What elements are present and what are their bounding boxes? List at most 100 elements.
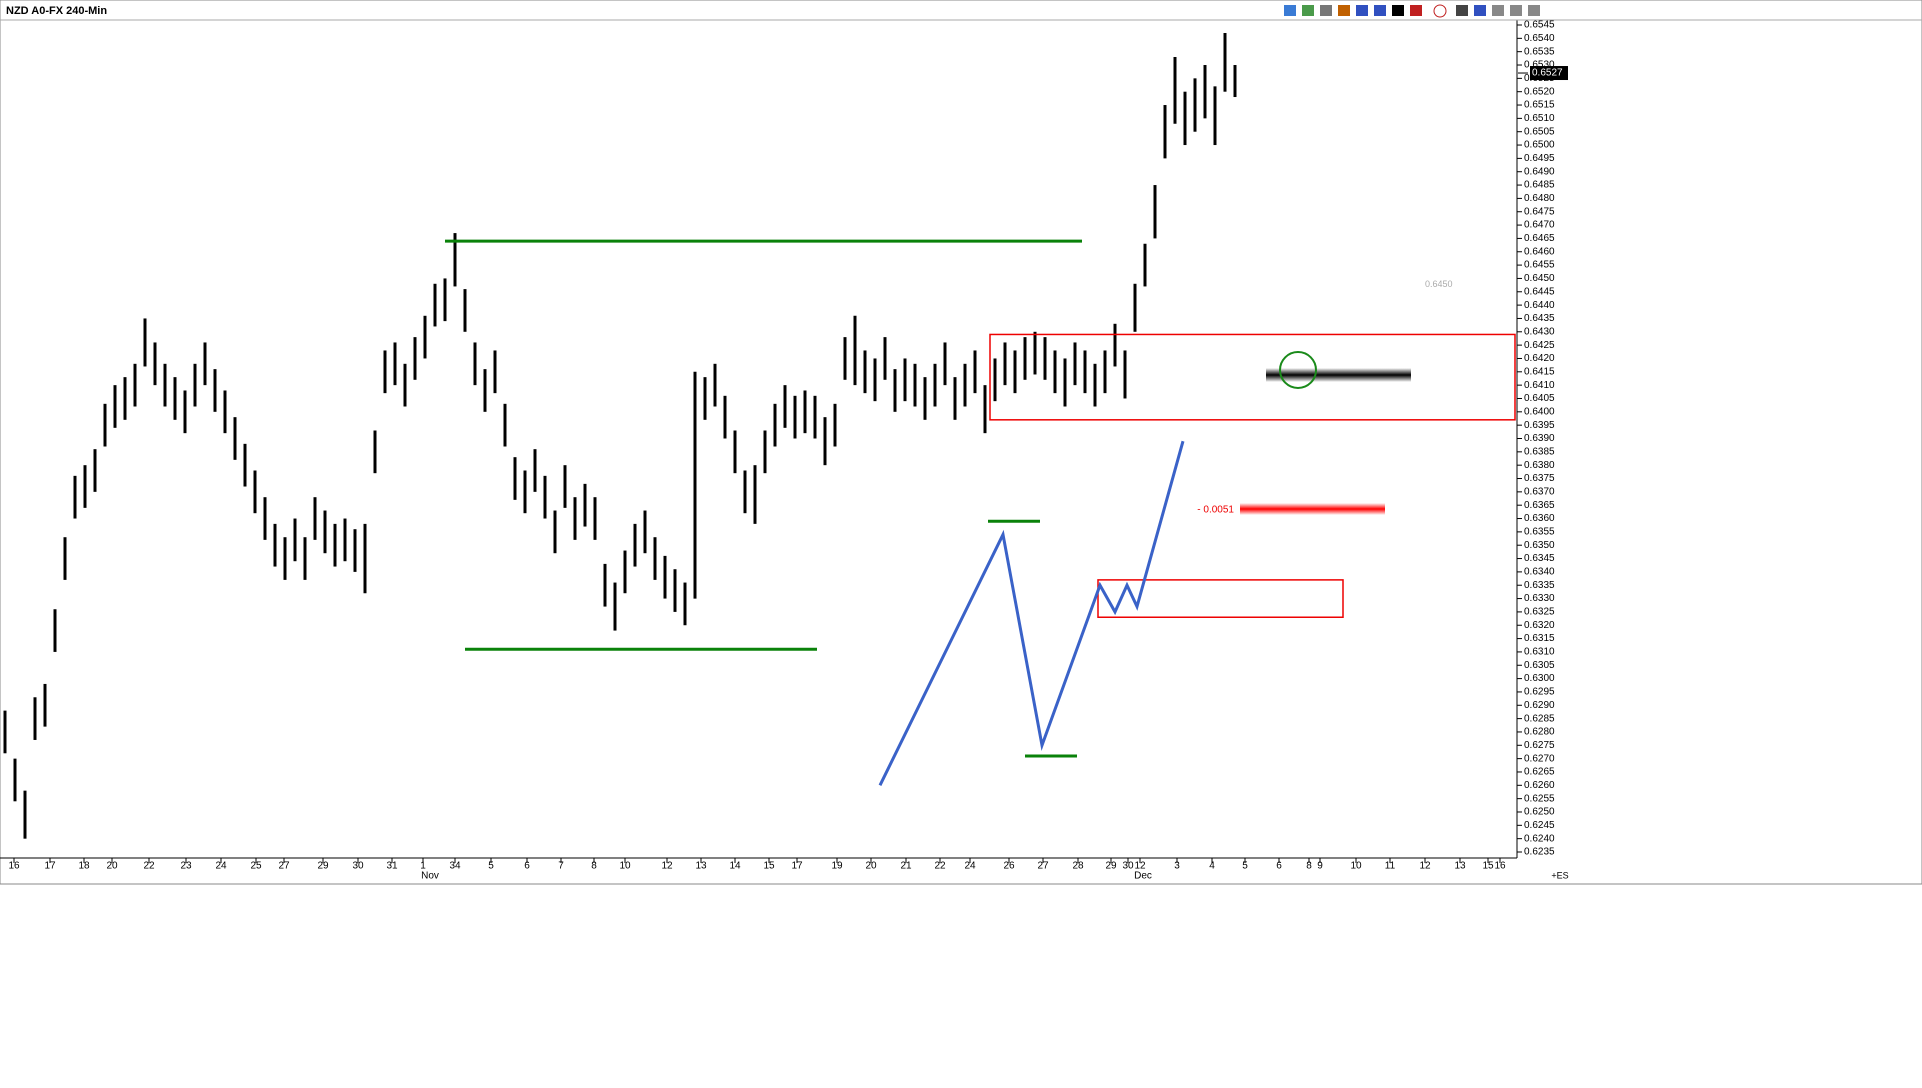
y-tick-label: 0.6495 <box>1524 153 1555 164</box>
x-tick-label: 24 <box>215 861 227 872</box>
x-tick-label: 12 <box>1419 861 1431 872</box>
toolbar[interactable] <box>1284 4 1540 18</box>
tool-icon[interactable] <box>1374 5 1386 16</box>
y-tick-label: 0.6330 <box>1524 593 1555 604</box>
y-tick-label: 0.6455 <box>1524 260 1555 271</box>
x-tick-label: 26 <box>1003 861 1015 872</box>
last-price-label: 0.6527 <box>1532 68 1563 79</box>
y-tick-label: 0.6410 <box>1524 380 1555 391</box>
x-tick-label: 29 <box>317 861 329 872</box>
y-tick-label: 0.6520 <box>1524 86 1555 97</box>
y-tick-label: 0.6275 <box>1524 740 1555 751</box>
x-tick-label: 3 <box>1174 861 1180 872</box>
y-tick-label: 0.6415 <box>1524 366 1555 377</box>
x-tick-label: 17 <box>44 861 56 872</box>
tool-icon[interactable] <box>1356 5 1368 16</box>
y-tick-label: 0.6405 <box>1524 393 1555 404</box>
x-tick-label: 17 <box>791 861 803 872</box>
tool-icon[interactable] <box>1302 5 1314 16</box>
y-tick-label: 0.6445 <box>1524 286 1555 297</box>
x-tick-label: 8 <box>1306 861 1312 872</box>
y-tick-label: 0.6310 <box>1524 647 1555 658</box>
tool-icon[interactable] <box>1433 4 1447 18</box>
range-label: - 0.0051 <box>1197 505 1234 516</box>
y-tick-label: 0.6240 <box>1524 833 1555 844</box>
x-tick-label: 5 <box>488 861 494 872</box>
y-tick-label: 0.6295 <box>1524 687 1555 698</box>
x-tick-label: 14 <box>729 861 741 872</box>
tool-icon[interactable] <box>1338 5 1350 16</box>
y-tick-label: 0.6360 <box>1524 513 1555 524</box>
y-tick-label: 0.6335 <box>1524 580 1555 591</box>
x-tick-label: 30 <box>352 861 364 872</box>
zone <box>1097 579 1344 618</box>
x-tick-label: 4 <box>1209 861 1215 872</box>
y-tick-label: 0.6350 <box>1524 540 1555 551</box>
x-tick-label: 12 <box>661 861 673 872</box>
y-tick-label: 0.6490 <box>1524 166 1555 177</box>
range-bar <box>1240 503 1385 515</box>
x-tick-label: 30 <box>1122 861 1134 872</box>
tool-icon[interactable] <box>1510 5 1522 16</box>
y-tick-label: 0.6290 <box>1524 700 1555 711</box>
y-tick-label: 0.6425 <box>1524 340 1555 351</box>
x-tick-label: 28 <box>1072 861 1084 872</box>
x-tick-label: 18 <box>78 861 90 872</box>
y-tick-label: 0.6535 <box>1524 46 1555 57</box>
y-tick-label: 0.6530 <box>1524 60 1555 71</box>
y-tick-label: 0.6380 <box>1524 460 1555 471</box>
x-tick-label: 15 <box>1482 861 1494 872</box>
y-tick-label: 0.6235 <box>1524 847 1555 858</box>
y-tick-label: 0.6515 <box>1524 100 1555 111</box>
y-tick-label: 0.6435 <box>1524 313 1555 324</box>
y-tick-label: 0.6320 <box>1524 620 1555 631</box>
y-tick-label: 0.6250 <box>1524 807 1555 818</box>
y-tick-label: 0.6280 <box>1524 727 1555 738</box>
y-tick-label: 0.6450 <box>1524 273 1555 284</box>
x-tick-label: 11 <box>1385 861 1396 872</box>
y-tick-label: 0.6285 <box>1524 713 1555 724</box>
x-tick-label: 10 <box>619 861 631 872</box>
tool-icon[interactable] <box>1410 5 1422 16</box>
x-tick-label: 19 <box>831 861 843 872</box>
y-tick-label: 0.6500 <box>1524 140 1555 151</box>
tool-icon[interactable] <box>1528 5 1540 16</box>
month-label: Dec <box>1134 871 1152 882</box>
x-tick-label: 23 <box>180 861 192 872</box>
y-tick-label: 0.6480 <box>1524 193 1555 204</box>
x-tick-label: 8 <box>591 861 597 872</box>
footer-label: +ES <box>1551 870 1568 880</box>
y-tick-label: 0.6315 <box>1524 633 1555 644</box>
tool-icon[interactable] <box>1474 5 1486 16</box>
y-tick-label: 0.6475 <box>1524 206 1555 217</box>
tool-icon[interactable] <box>1320 5 1332 16</box>
y-tick-label: 0.6460 <box>1524 246 1555 257</box>
y-tick-label: 0.6340 <box>1524 567 1555 578</box>
y-tick-label: 0.6400 <box>1524 406 1555 417</box>
y-tick-label: 0.6265 <box>1524 767 1555 778</box>
y-tick-label: 0.6485 <box>1524 180 1555 191</box>
tool-icon[interactable] <box>1392 5 1404 16</box>
y-tick-label: 0.6325 <box>1524 607 1555 618</box>
y-tick-label: 0.6420 <box>1524 353 1555 364</box>
x-tick-label: 22 <box>934 861 946 872</box>
frame <box>0 0 1922 885</box>
marker-bar <box>1266 368 1411 382</box>
y-tick-label: 0.6545 <box>1524 20 1555 31</box>
tool-icon[interactable] <box>1456 5 1468 16</box>
x-tick-label: 27 <box>278 861 290 872</box>
tool-icon[interactable] <box>1492 5 1504 16</box>
x-tick-label: 20 <box>865 861 877 872</box>
x-tick-label: 31 <box>386 861 398 872</box>
y-tick-label: 0.6305 <box>1524 660 1555 671</box>
y-tick-label: 0.6510 <box>1524 113 1555 124</box>
x-tick-label: 6 <box>524 861 530 872</box>
x-tick-label: 24 <box>964 861 976 872</box>
month-label: Nov <box>421 871 439 882</box>
zone <box>989 333 1516 421</box>
y-tick-label: 0.6300 <box>1524 673 1555 684</box>
y-tick-label: 0.6345 <box>1524 553 1555 564</box>
y-tick-label: 0.6255 <box>1524 793 1555 804</box>
tool-icon[interactable] <box>1284 5 1296 16</box>
